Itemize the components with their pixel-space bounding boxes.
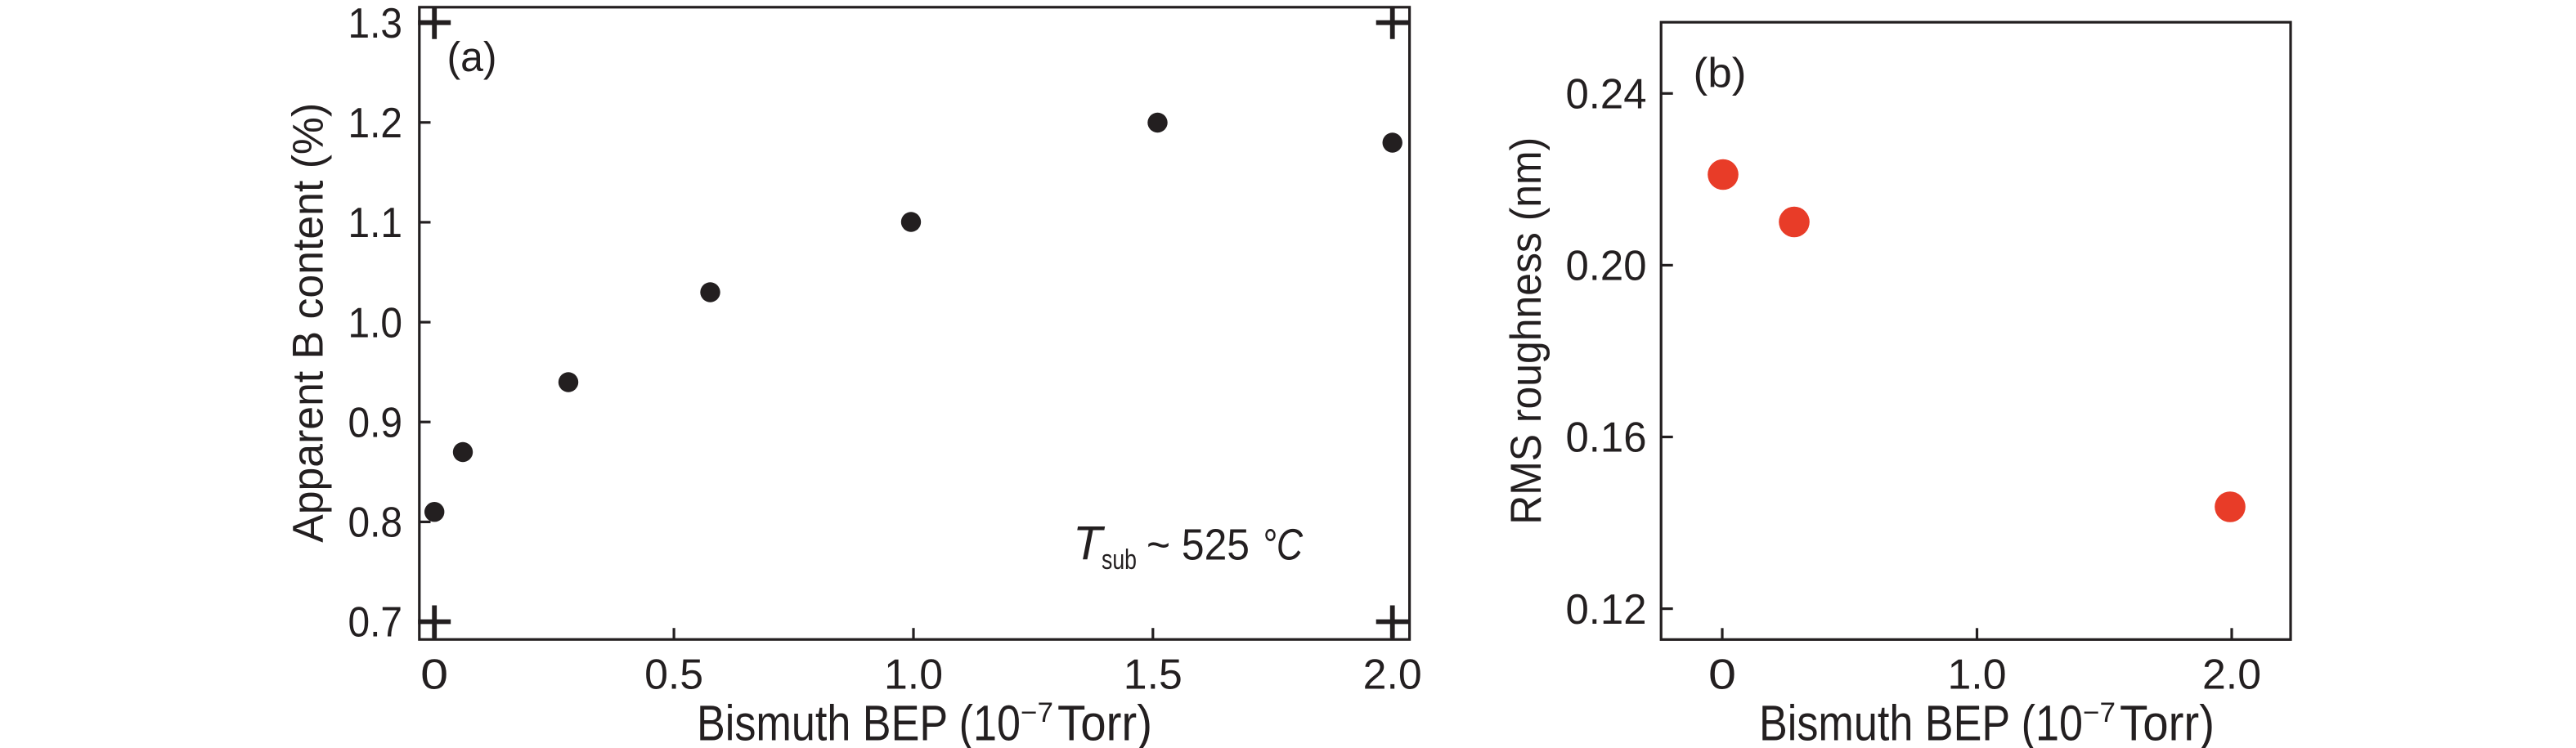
svg-text:1.0: 1.0	[884, 650, 943, 697]
svg-text:~ 525: ~ 525	[1147, 521, 1250, 570]
svg-text:0.5: 0.5	[644, 650, 703, 697]
svg-text:−7: −7	[1021, 697, 1053, 728]
svg-text:(a): (a)	[447, 34, 497, 80]
svg-text:1.0: 1.0	[348, 298, 403, 346]
svg-text:T: T	[1073, 517, 1106, 571]
svg-text:Torr): Torr)	[2120, 696, 2215, 748]
svg-text:0.24: 0.24	[1566, 70, 1647, 118]
svg-text:2.0: 2.0	[1363, 650, 1422, 697]
svg-text:1.2: 1.2	[348, 99, 403, 146]
svg-text:1.3: 1.3	[348, 0, 403, 47]
svg-text:0: 0	[1708, 650, 1736, 697]
svg-text:1.5: 1.5	[1124, 650, 1183, 697]
svg-text:0.9: 0.9	[348, 398, 403, 446]
svg-text:−7: −7	[2083, 697, 2116, 728]
svg-text:(b): (b)	[1694, 50, 1747, 96]
svg-text:Apparent B content (%): Apparent B content (%)	[284, 103, 332, 543]
svg-text:0.20: 0.20	[1566, 242, 1647, 289]
svg-text:0.7: 0.7	[348, 598, 403, 646]
svg-text:1.1: 1.1	[348, 199, 403, 246]
svg-text:0.16: 0.16	[1566, 414, 1647, 461]
svg-text:Bismuth BEP (10: Bismuth BEP (10	[697, 696, 1021, 748]
svg-text:RMS roughness (nm): RMS roughness (nm)	[1502, 137, 1551, 525]
svg-text:sub: sub	[1102, 544, 1137, 576]
svg-text:2.0: 2.0	[2202, 650, 2261, 697]
svg-text:Bismuth BEP (10: Bismuth BEP (10	[1759, 696, 2083, 748]
svg-text:1.0: 1.0	[1948, 650, 2007, 697]
svg-text:0: 0	[420, 650, 448, 697]
svg-text:Torr): Torr)	[1057, 696, 1152, 748]
svg-text:0.8: 0.8	[348, 499, 403, 546]
svg-text:0.12: 0.12	[1566, 585, 1647, 633]
svg-text:°C: °C	[1262, 521, 1304, 570]
